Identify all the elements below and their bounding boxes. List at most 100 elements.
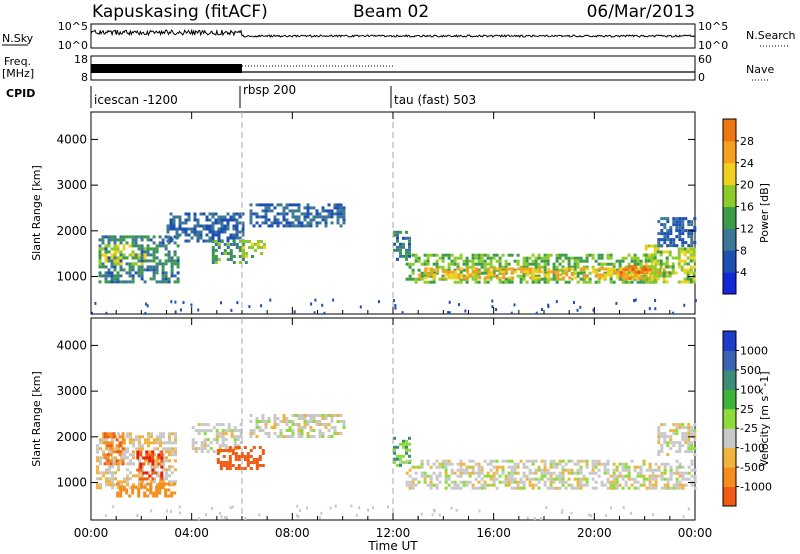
velocity-cell — [168, 447, 171, 451]
velocity-noise-cell — [587, 513, 590, 517]
velocity-cell — [447, 477, 451, 481]
velocity-cell — [666, 453, 670, 457]
power-cell — [181, 227, 185, 231]
power-cell — [175, 227, 179, 231]
velocity-cell — [651, 483, 655, 487]
velocity-noise-cell — [609, 506, 612, 510]
velocity-cell — [158, 491, 162, 495]
power-cell — [669, 244, 673, 248]
velocity-cell — [483, 483, 487, 487]
velocity-cell — [549, 477, 553, 481]
velocity-noise-cell — [652, 513, 655, 517]
velocity-cell — [282, 435, 286, 438]
velocity-cell — [540, 474, 544, 478]
power-cell — [140, 238, 144, 242]
power-cell — [423, 280, 427, 284]
velocity-cell — [173, 482, 177, 486]
velocity-cell — [621, 486, 625, 490]
velocity-cell — [516, 465, 520, 469]
velocity-colorbar-tick-label: 1000 — [740, 344, 768, 357]
power-cell — [492, 256, 496, 260]
velocity-cell — [648, 483, 652, 487]
velocity-cell — [96, 486, 99, 490]
power-cell — [205, 218, 209, 222]
power-cell — [666, 235, 670, 239]
velocity-cell — [660, 474, 664, 478]
velocity-cell — [618, 462, 622, 466]
power-cell — [396, 233, 399, 237]
power-cell — [507, 280, 511, 284]
velocity-noise-cell — [258, 513, 261, 517]
power-cell — [164, 271, 168, 275]
power-cell — [176, 259, 180, 263]
velocity-cell — [558, 486, 562, 490]
power-cell — [471, 277, 475, 281]
velocity-cell — [171, 453, 174, 457]
velocity-cell — [303, 417, 307, 420]
power-cell — [558, 262, 562, 266]
velocity-cell — [543, 468, 547, 472]
velocity-cell — [510, 474, 514, 478]
power-cell — [235, 221, 239, 225]
velocity-cell — [171, 432, 174, 436]
velocity-cell — [222, 461, 226, 464]
power-cell — [588, 271, 592, 275]
velocity-cell — [318, 432, 322, 435]
power-cell — [610, 270, 614, 274]
power-cell — [640, 268, 644, 272]
power-cell — [663, 217, 667, 221]
velocity-cell — [224, 438, 228, 442]
velocity-cell — [136, 450, 140, 454]
velocity-cell — [492, 480, 496, 484]
velocity-cell — [141, 435, 144, 439]
power-cell — [98, 247, 102, 251]
power-cell — [336, 206, 340, 210]
power-cell — [249, 215, 253, 219]
power-cell — [546, 259, 550, 263]
velocity-cell — [327, 414, 331, 417]
power-cell — [683, 277, 687, 281]
power-cell — [420, 271, 424, 275]
velocity-noise-cell — [534, 517, 536, 521]
velocity-cell — [148, 459, 152, 463]
velocity-cell — [120, 456, 123, 460]
power-cell — [98, 259, 102, 263]
velocity-cell — [221, 432, 225, 436]
power-cell — [663, 235, 667, 239]
power-noise-cell — [359, 305, 362, 309]
power-cell — [155, 262, 159, 266]
velocity-cell — [114, 477, 117, 481]
velocity-noise-cell — [561, 508, 564, 512]
velocity-noise-cell — [296, 504, 299, 508]
power-cell — [113, 265, 117, 269]
velocity-cell — [684, 426, 688, 430]
power-cell — [238, 230, 242, 234]
velocity-cell — [456, 462, 460, 466]
power-cell — [496, 267, 500, 271]
power-cell — [570, 265, 574, 269]
velocity-cell — [516, 471, 520, 475]
power-cell — [155, 280, 159, 284]
velocity-cell — [561, 483, 565, 487]
freq-unit: [MHz] — [2, 67, 34, 80]
power-cell — [423, 262, 427, 266]
velocity-cell — [139, 453, 143, 457]
power-cell — [668, 253, 672, 257]
power-cell — [166, 224, 170, 228]
velocity-cell — [171, 480, 174, 484]
power-cell — [137, 256, 141, 260]
velocity-cell — [672, 432, 676, 436]
power-cell — [463, 276, 467, 280]
velocity-cell — [138, 435, 141, 439]
velocity-cell — [660, 471, 664, 475]
velocity-cell — [576, 462, 580, 466]
power-cell — [119, 259, 123, 263]
velocity-cell — [663, 432, 667, 436]
velocity-cell — [191, 426, 195, 430]
power-cell — [252, 212, 256, 216]
power-cell — [588, 280, 592, 284]
power-cell — [161, 265, 165, 269]
power-cell — [226, 218, 230, 222]
velocity-cell — [150, 441, 153, 445]
velocity-cell — [197, 447, 201, 451]
